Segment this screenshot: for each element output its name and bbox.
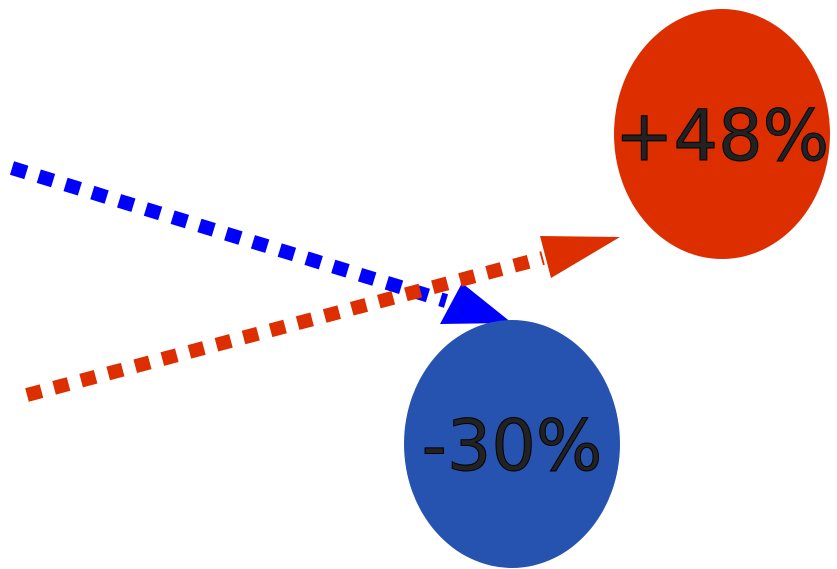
up-arrow-head	[540, 236, 620, 278]
up-arrow-shaft	[25, 251, 545, 402]
down-arrow	[9, 161, 512, 324]
down-bubble: -30%	[404, 320, 620, 568]
up-bubble-circle	[614, 9, 830, 259]
down-arrow-shaft	[9, 161, 449, 308]
up-bubble-label: +48%	[615, 95, 829, 177]
up-bubble: +48%	[614, 9, 830, 259]
down-bubble-circle	[404, 320, 620, 568]
down-arrow-head	[440, 283, 512, 324]
up-arrow	[25, 236, 620, 402]
down-bubble-label: -30%	[422, 405, 603, 487]
